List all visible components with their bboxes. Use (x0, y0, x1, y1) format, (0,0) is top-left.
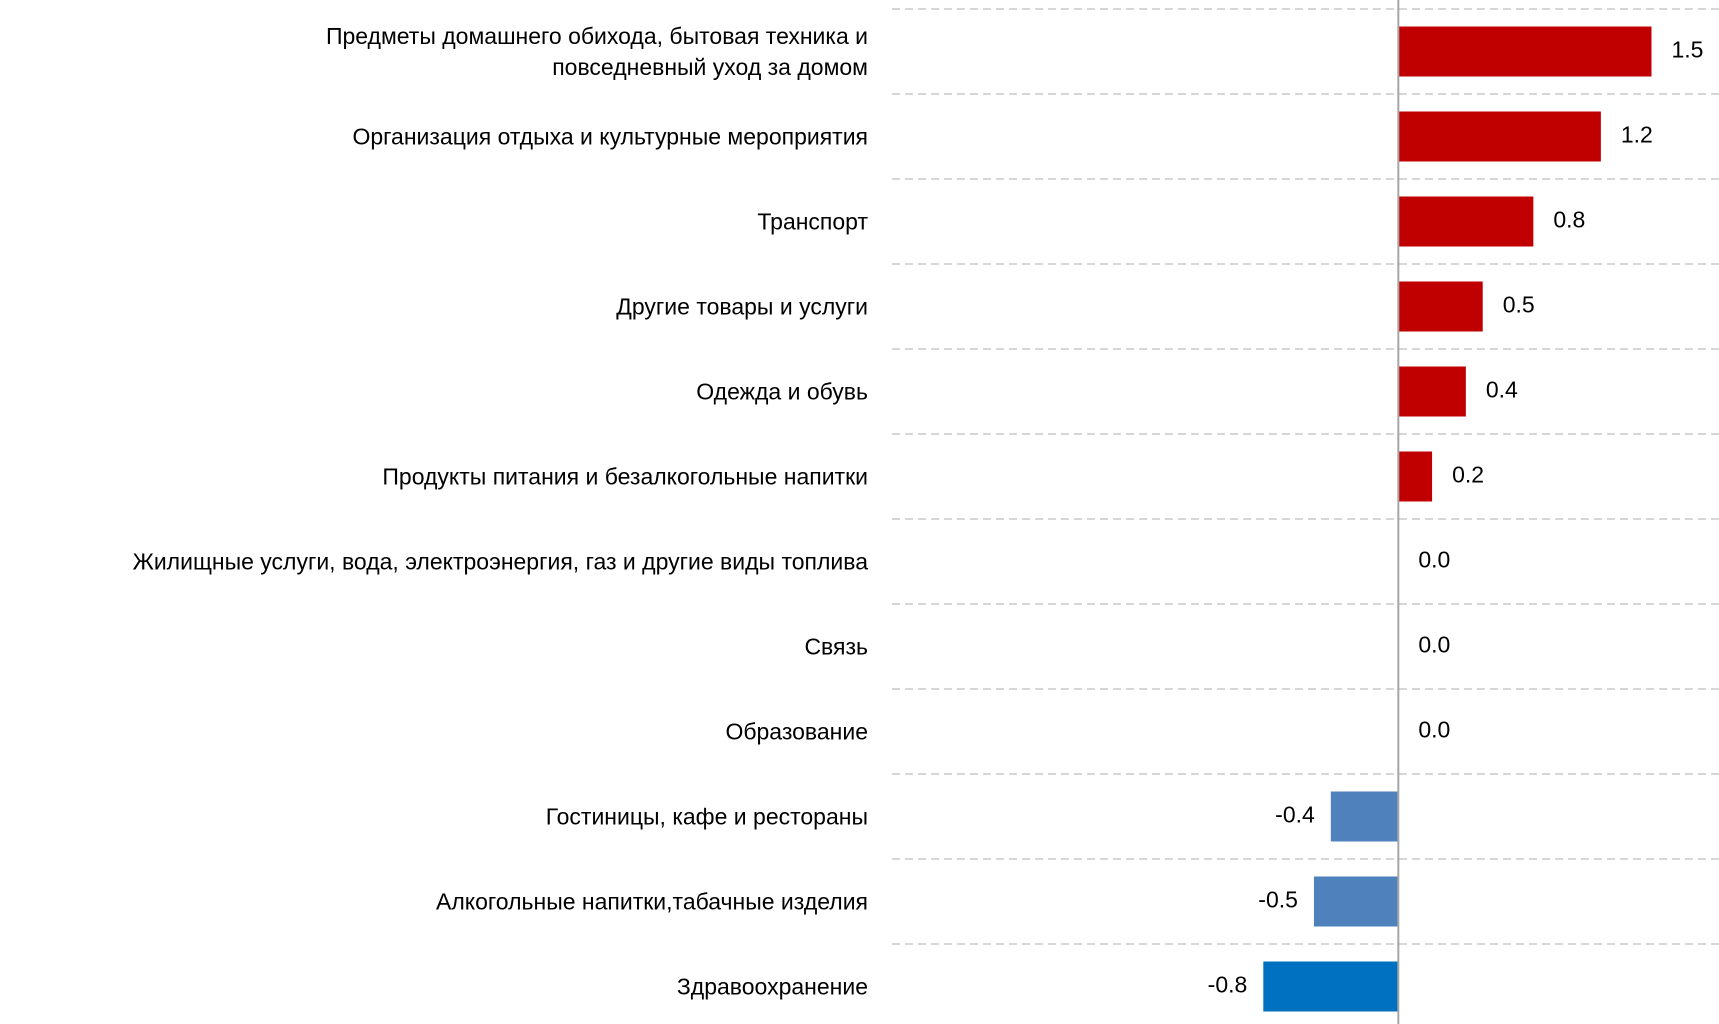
bar (1398, 281, 1483, 332)
bar (1330, 791, 1399, 842)
value-label: 0.0 (1418, 717, 1450, 743)
value-label: 0.5 (1503, 292, 1535, 318)
category-label: Связь (804, 633, 868, 659)
value-label: 0.0 (1418, 547, 1450, 573)
category-label: Алкогольные напитки,табачные изделия (436, 888, 868, 914)
bar (1263, 961, 1399, 1012)
category-label: Жилищные услуги, вода, электроэнергия, г… (132, 548, 868, 574)
category-label: Здравоохранение (676, 973, 868, 999)
bar (1398, 111, 1601, 162)
value-label: -0.5 (1258, 887, 1298, 913)
category-label: Гостиницы, кафе и рестораны (545, 803, 868, 829)
category-label: Одежда и обувь (696, 378, 868, 404)
bar (1398, 26, 1652, 77)
value-label: 0.4 (1486, 377, 1518, 403)
bar (1398, 366, 1466, 417)
bar (1398, 196, 1534, 247)
bar (1398, 451, 1433, 502)
category-label: Образование (725, 718, 868, 744)
category-label: Организация отдыха и культурные мероприя… (352, 123, 868, 149)
bar (1313, 876, 1399, 927)
value-label: 1.2 (1621, 122, 1653, 148)
value-label: 0.0 (1418, 632, 1450, 658)
value-label: 0.2 (1452, 462, 1484, 488)
value-label: -0.4 (1275, 802, 1315, 828)
category-label: Предметы домашнего обихода, бытовая техн… (325, 22, 868, 80)
category-label: Транспорт (757, 208, 868, 234)
category-label: Другие товары и услуги (616, 293, 868, 319)
category-label: Продукты питания и безалкогольные напитк… (382, 463, 868, 489)
value-label: 0.8 (1553, 207, 1585, 233)
value-label: -0.8 (1208, 972, 1248, 998)
value-label: 1.5 (1671, 37, 1703, 63)
